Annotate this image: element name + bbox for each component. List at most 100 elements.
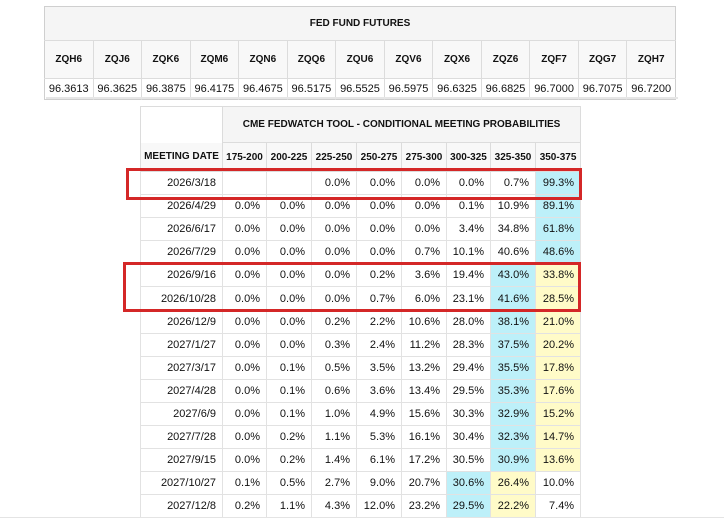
futures-price: 96.6325 <box>432 78 482 100</box>
probability-cell: 28.3% <box>446 333 491 357</box>
futures-code: ZQQ6 <box>287 40 337 79</box>
probability-cell: 15.2% <box>535 402 582 427</box>
futures-code-row: ZQH6 ZQJ6 ZQK6 ZQM6 ZQN6 ZQQ6 ZQU6 ZQV6 ZQX6 ZQZ6… <box>44 40 676 79</box>
probability-cell: 99.3% <box>535 171 582 196</box>
probability-cell: 13.6% <box>535 448 582 473</box>
probability-cell: 0.0% <box>222 356 267 380</box>
probability-cell: 0.0% <box>266 217 312 242</box>
probability-cell: 17.8% <box>535 356 582 380</box>
probability-cell: 22.2% <box>490 494 536 519</box>
futures-price: 96.5975 <box>384 78 434 100</box>
probability-cell: 1.1% <box>311 425 357 450</box>
probability-cell: 29.5% <box>446 494 491 519</box>
meeting-date-header: MEETING DATE <box>140 142 223 172</box>
rate-range-header: 300-325 <box>446 142 491 172</box>
futures-price: 96.3613 <box>44 78 94 100</box>
probability-cell: 0.0% <box>266 333 312 357</box>
futures-code: ZQH7 <box>626 40 676 79</box>
futures-price: 96.3875 <box>141 78 191 100</box>
probability-cell: 40.6% <box>490 240 536 265</box>
probability-cell: 28.0% <box>446 310 491 334</box>
probability-cell: 28.5% <box>535 286 582 311</box>
probability-cell: 0.2% <box>266 425 312 450</box>
probability-cell: 0.0% <box>311 217 357 242</box>
meeting-date: 2027/10/27 <box>140 471 223 496</box>
probability-cell: 30.5% <box>446 448 491 473</box>
probability-cell: 0.2% <box>266 448 312 473</box>
futures-code: ZQM6 <box>190 40 240 79</box>
probability-cell: 0.0% <box>266 240 312 265</box>
probability-cell: 32.3% <box>490 425 536 450</box>
probability-cell: 17.2% <box>401 448 447 473</box>
probability-cell: 11.2% <box>401 333 447 357</box>
probability-cell: 2.7% <box>311 471 357 496</box>
meeting-date: 2027/12/8 <box>140 494 223 519</box>
probability-cell: 0.0% <box>222 194 267 219</box>
probability-cell: 30.4% <box>446 425 491 450</box>
probability-cell: 6.1% <box>356 448 402 473</box>
probability-cell: 0.0% <box>311 286 357 311</box>
meeting-row: 2027/6/9 0.0% 0.1% 1.0% 4.9% 15.6% 30.3% 32.9% 1… <box>140 402 582 427</box>
futures-price: 96.7075 <box>578 78 628 100</box>
futures-price: 96.3625 <box>93 78 143 100</box>
probability-cell: 0.0% <box>222 217 267 242</box>
probability-cell: 3.4% <box>446 217 491 242</box>
futures-code: ZQK6 <box>141 40 191 79</box>
probability-cell: 0.0% <box>222 286 267 311</box>
meeting-row: 2026/12/9 0.0% 0.0% 0.2% 2.2% 10.6% 28.0% 38.1%… <box>140 310 582 334</box>
probability-cell: 17.6% <box>535 379 582 403</box>
probability-cell: 37.5% <box>490 333 536 357</box>
meeting-row: 2027/7/28 0.0% 0.2% 1.1% 5.3% 16.1% 30.4% 32.3%… <box>140 425 582 450</box>
probability-cell: 15.6% <box>401 402 447 427</box>
probability-cell: 2.4% <box>356 333 402 357</box>
probability-cell: 1.1% <box>266 494 312 519</box>
probability-cell: 5.3% <box>356 425 402 450</box>
futures-code: ZQJ6 <box>93 40 143 79</box>
probability-cell: 0.0% <box>266 194 312 219</box>
futures-code: ZQN6 <box>238 40 288 79</box>
probability-cell: 0.5% <box>311 356 357 380</box>
meeting-row: 2026/7/29 0.0% 0.0% 0.0% 0.0% 0.7% 10.1% 40.6% 4… <box>140 240 582 265</box>
meeting-row: 2026/9/16 0.0% 0.0% 0.0% 0.2% 3.6% 19.4% 43.0% 3… <box>140 263 582 288</box>
probability-cell: 0.0% <box>311 171 357 196</box>
probability-cell: 0.0% <box>311 194 357 219</box>
probability-cell: 0.7% <box>401 240 447 265</box>
probability-cell: 0.0% <box>311 240 357 265</box>
probability-cell: 0.7% <box>490 171 536 196</box>
rate-range-header-row: MEETING DATE 175-200 200-225 225-250 250-27… <box>140 142 582 172</box>
probability-cell: 0.0% <box>401 194 447 219</box>
meeting-date: 2026/4/29 <box>140 194 223 219</box>
probability-cell <box>222 171 267 196</box>
fed-fund-futures-table: FED FUND FUTURES ZQH6 ZQJ6 ZQK6 ZQM6 ZQN6 ZQQ… <box>44 6 676 100</box>
futures-code: ZQH6 <box>44 40 94 79</box>
rate-range-header: 250-275 <box>356 142 402 172</box>
futures-code: ZQX6 <box>432 40 482 79</box>
probability-cell: 0.0% <box>401 217 447 242</box>
probability-cell: 29.5% <box>446 379 491 403</box>
probability-cell: 10.6% <box>401 310 447 334</box>
probability-cell: 0.0% <box>222 333 267 357</box>
probability-cell: 0.0% <box>356 240 402 265</box>
probability-cell: 0.0% <box>266 263 312 288</box>
header-blank-cell <box>140 106 223 143</box>
probability-cell: 0.0% <box>222 379 267 403</box>
rate-range-header: 275-300 <box>401 142 447 172</box>
probability-cell: 32.9% <box>490 402 536 427</box>
probability-cell: 0.1% <box>266 379 312 403</box>
futures-table-shadow <box>46 97 678 99</box>
probability-cell: 0.2% <box>311 310 357 334</box>
probability-cell: 3.6% <box>401 263 447 288</box>
meeting-row: 2027/4/28 0.0% 0.1% 0.6% 3.6% 13.4% 29.5% 35.3%… <box>140 379 582 403</box>
probability-cell: 9.0% <box>356 471 402 496</box>
meeting-date: 2026/9/16 <box>140 263 223 288</box>
meeting-date: 2026/10/28 <box>140 286 223 311</box>
probability-cell: 0.1% <box>266 356 312 380</box>
probability-cell: 19.4% <box>446 263 491 288</box>
probability-cell: 3.5% <box>356 356 402 380</box>
probability-cell: 0.0% <box>356 217 402 242</box>
meeting-row: 2026/10/28 0.0% 0.0% 0.0% 0.7% 6.0% 23.1% 41.6%… <box>140 286 582 311</box>
futures-title: FED FUND FUTURES <box>44 6 676 41</box>
probability-cell: 0.0% <box>401 171 447 196</box>
meeting-date: 2027/4/28 <box>140 379 223 403</box>
futures-code: ZQF7 <box>529 40 579 79</box>
